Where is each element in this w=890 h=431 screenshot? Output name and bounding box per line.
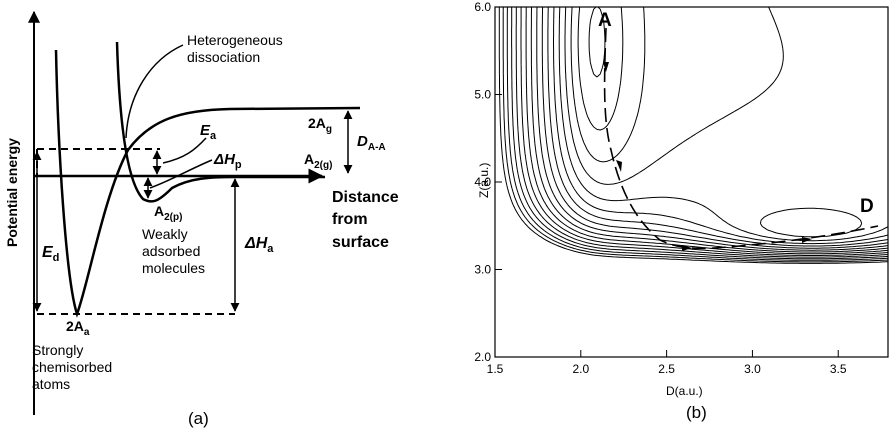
molecules-label: molecules bbox=[142, 260, 205, 276]
x-tick-label: 1.5 bbox=[487, 362, 504, 376]
x-tick-label: 3.5 bbox=[830, 362, 847, 376]
physisorption-curve bbox=[115, 41, 325, 203]
xlabel-surface: surface bbox=[332, 234, 389, 251]
two-aa-label: 2Aa bbox=[66, 318, 90, 338]
point-a-label: A bbox=[598, 10, 612, 31]
path-arrow-2 bbox=[616, 160, 622, 172]
a2g-label: A2(g) bbox=[304, 151, 332, 171]
contour-line bbox=[577, 7, 624, 131]
y-tick-label: 4.0 bbox=[474, 175, 491, 189]
two-ag-label: 2Ag bbox=[308, 115, 332, 135]
daa-label: DA-A bbox=[357, 133, 386, 153]
adsorbed-label: adsorbed bbox=[142, 243, 200, 259]
z-axis-label: Z(a.u.) bbox=[477, 163, 491, 198]
caption-b: (b) bbox=[686, 403, 707, 422]
contour-line bbox=[515, 7, 888, 258]
dha-label: ΔHa bbox=[244, 235, 274, 255]
contour-line bbox=[536, 7, 888, 251]
contour-line bbox=[520, 7, 888, 256]
contour-line bbox=[553, 7, 888, 245]
dhp-label: ΔHp bbox=[213, 151, 242, 171]
contour-line bbox=[570, 7, 646, 163]
y-tick-label: 6.0 bbox=[474, 0, 491, 14]
energy-axis-label: Potential energy bbox=[4, 138, 20, 247]
a2p-label: A2(p) bbox=[154, 203, 182, 223]
reaction-path bbox=[603, 27, 879, 250]
contour-line bbox=[511, 7, 888, 260]
contour-line bbox=[530, 7, 888, 253]
ea-leader bbox=[162, 137, 207, 164]
path-arrow-1 bbox=[603, 62, 609, 72]
panel-a: Potential energy Distance from surface H… bbox=[4, 10, 399, 428]
contour-lines bbox=[498, 7, 888, 264]
y-tick-label: 2.0 bbox=[474, 350, 491, 364]
dissociation-label: dissociation bbox=[187, 49, 260, 65]
hetero-leader bbox=[125, 44, 184, 139]
contour-line bbox=[502, 7, 888, 263]
y-tick-label: 5.0 bbox=[474, 88, 491, 102]
weakly-label: Weakly bbox=[142, 226, 188, 242]
ea-label: Ea bbox=[200, 122, 217, 142]
panel-b: A D 1.5 2.0 2.5 3.0 3.5 2.03.04.05.06.0 Z(a.… bbox=[474, 0, 889, 422]
contour-line bbox=[498, 7, 888, 264]
dhp-leader bbox=[149, 159, 213, 189]
contour-line bbox=[547, 7, 888, 247]
ed-label: Ed bbox=[42, 244, 59, 264]
xlabel-distance: Distance bbox=[332, 189, 399, 206]
contour-line bbox=[558, 7, 888, 242]
contour-line bbox=[588, 7, 606, 78]
y-axis-ticks: 2.0 3.0 4.0 5.0 6.0 bbox=[474, 0, 502, 364]
x-tick-label: 2.5 bbox=[658, 362, 675, 376]
chemisorbed-label: chemisorbed bbox=[32, 359, 112, 375]
x-tick-label: 3.0 bbox=[744, 362, 761, 376]
contour-line bbox=[525, 7, 888, 255]
d-axis-label: D(a.u.) bbox=[666, 384, 703, 398]
y-tick-label: 3.0 bbox=[474, 263, 491, 277]
x-axis-ticks: 1.5 2.0 2.5 3.0 3.5 bbox=[487, 350, 847, 376]
contour-line bbox=[564, 7, 863, 238]
atoms-label: atoms bbox=[32, 376, 70, 392]
path-arrow-3 bbox=[682, 245, 692, 251]
hetero-label: Heterogeneous bbox=[187, 32, 283, 48]
xlabel-from: from bbox=[332, 211, 368, 228]
caption-a: (a) bbox=[188, 409, 209, 428]
x-tick-label: 2.0 bbox=[572, 362, 589, 376]
contour-line bbox=[506, 7, 888, 261]
path-arrow-4 bbox=[802, 237, 812, 243]
point-d-label: D bbox=[860, 196, 874, 217]
strongly-label: Strongly bbox=[32, 342, 83, 358]
chemisorption-curve bbox=[54, 49, 361, 318]
